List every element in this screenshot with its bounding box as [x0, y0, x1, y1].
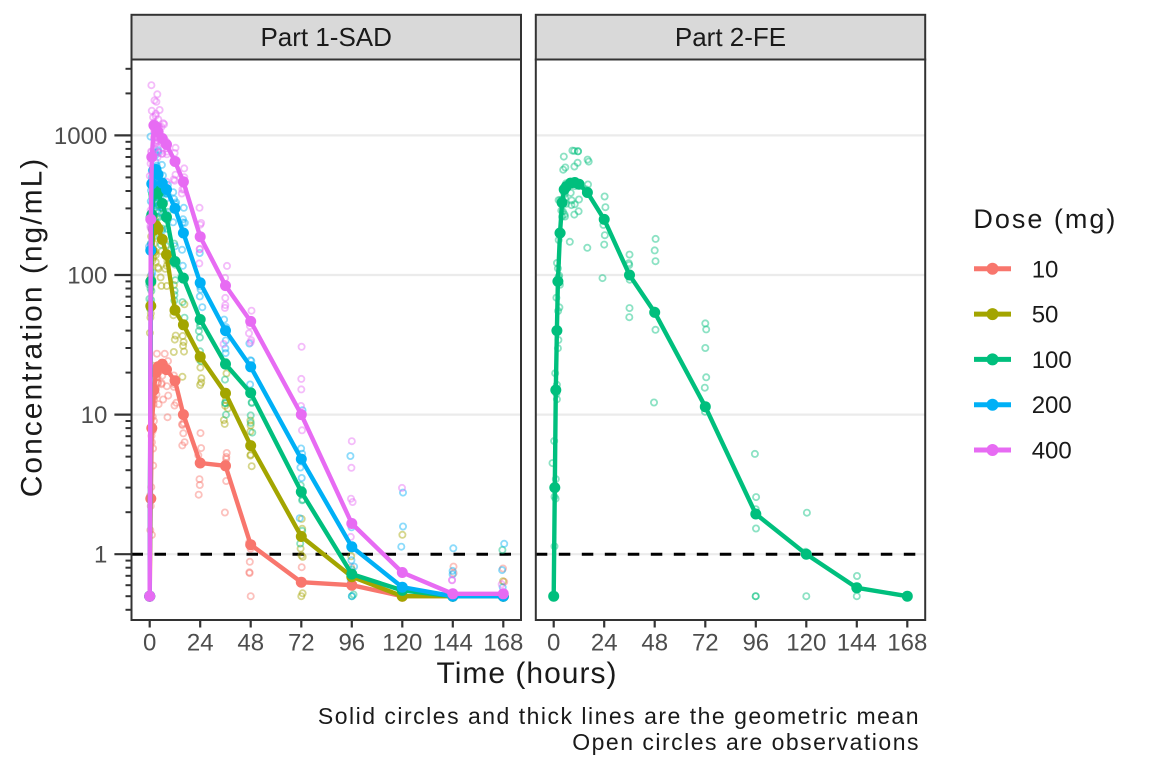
svg-text:1: 1	[94, 542, 107, 569]
svg-text:10: 10	[1032, 256, 1059, 283]
svg-text:Part 2-FE: Part 2-FE	[675, 22, 786, 52]
svg-text:96: 96	[742, 630, 769, 657]
svg-text:96: 96	[338, 630, 365, 657]
svg-text:100: 100	[67, 263, 107, 290]
svg-text:168: 168	[483, 630, 523, 657]
svg-text:Solid circles and thick lines: Solid circles and thick lines are the ge…	[318, 703, 920, 729]
svg-text:168: 168	[887, 630, 927, 657]
svg-text:1000: 1000	[54, 123, 107, 150]
svg-text:Part 1-SAD: Part 1-SAD	[260, 22, 392, 52]
svg-text:48: 48	[237, 630, 264, 657]
svg-text:100: 100	[1032, 347, 1072, 374]
svg-text:Open circles are observations: Open circles are observations	[572, 729, 920, 755]
svg-text:10: 10	[81, 402, 108, 429]
svg-text:Dose (mg): Dose (mg)	[973, 204, 1117, 234]
svg-text:24: 24	[591, 630, 618, 657]
svg-text:Concentration (ng/mL): Concentration (ng/mL)	[16, 157, 49, 497]
svg-text:Time (hours): Time (hours)	[437, 657, 618, 690]
svg-text:0: 0	[143, 630, 156, 657]
svg-text:48: 48	[641, 630, 668, 657]
svg-text:50: 50	[1032, 302, 1059, 329]
svg-text:144: 144	[837, 630, 877, 657]
svg-text:144: 144	[433, 630, 473, 657]
svg-text:24: 24	[187, 630, 214, 657]
svg-text:120: 120	[786, 630, 826, 657]
svg-text:72: 72	[288, 630, 315, 657]
svg-text:200: 200	[1032, 392, 1072, 419]
svg-text:120: 120	[382, 630, 422, 657]
svg-text:0: 0	[547, 630, 560, 657]
svg-text:400: 400	[1032, 438, 1072, 465]
svg-text:72: 72	[692, 630, 719, 657]
